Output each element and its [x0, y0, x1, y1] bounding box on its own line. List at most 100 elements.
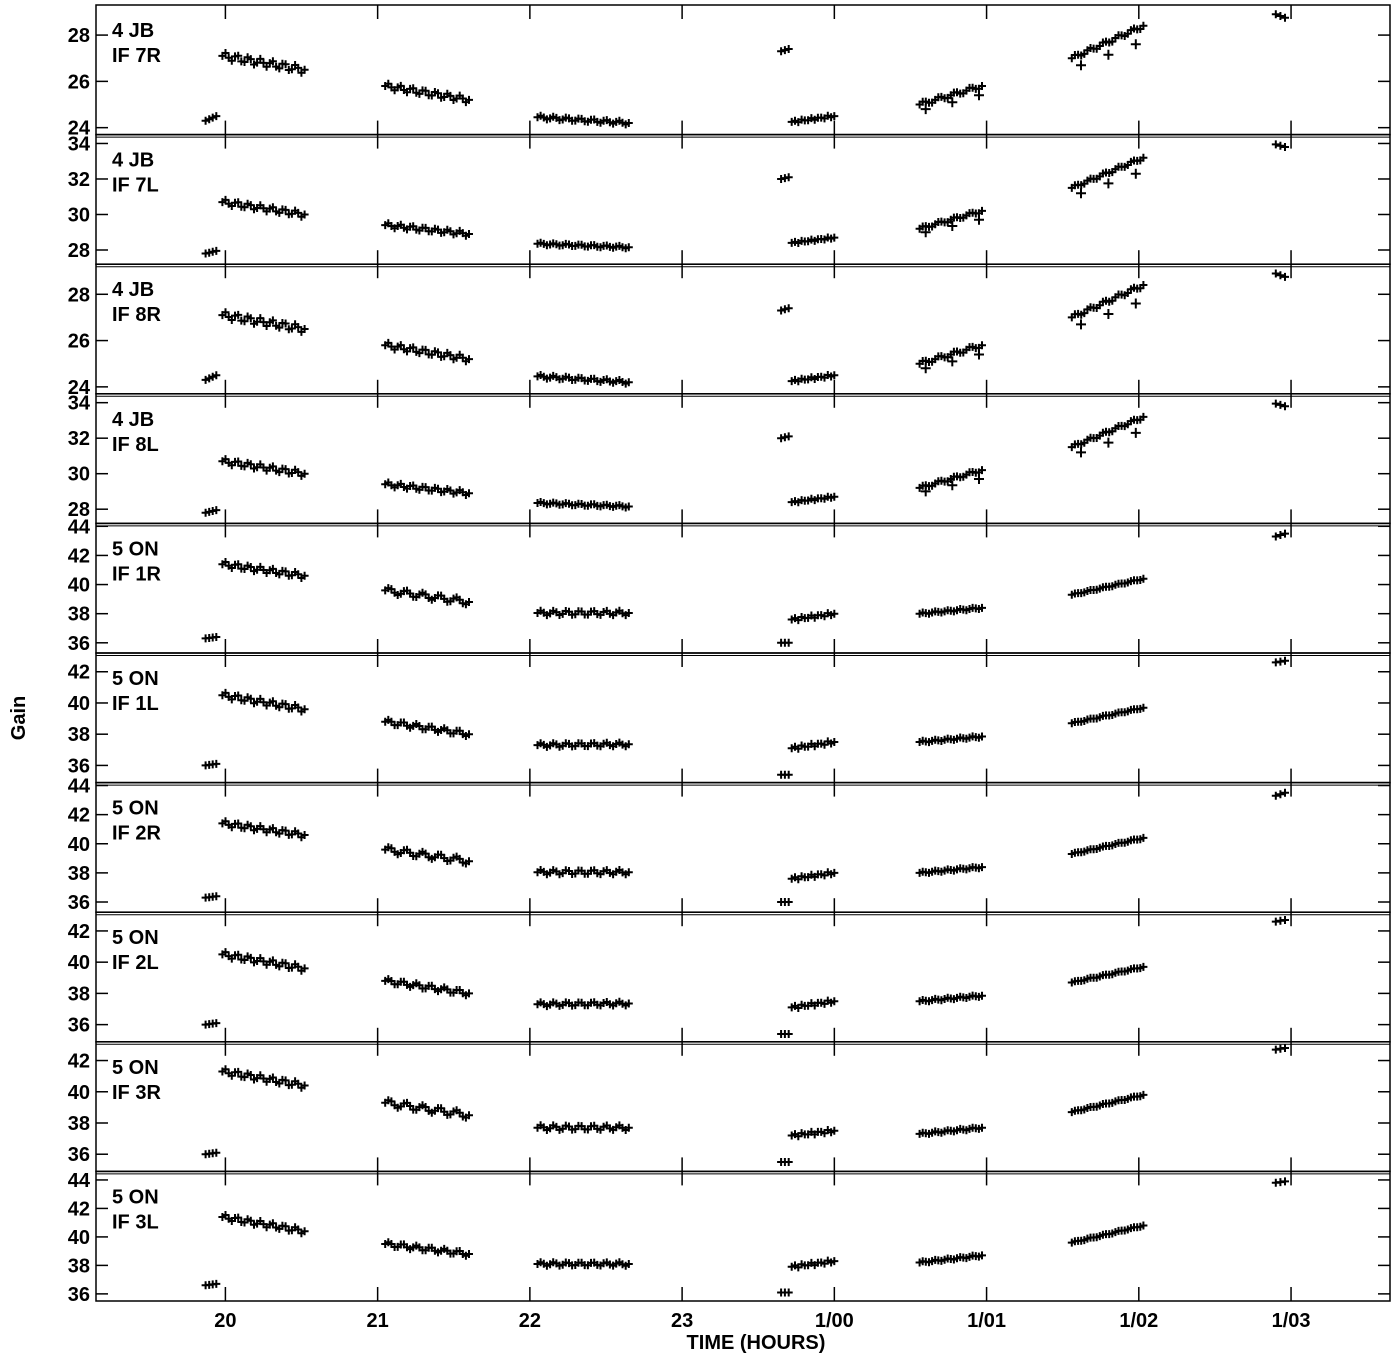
data-point: [1103, 309, 1114, 319]
data-point: [281, 1076, 290, 1085]
x-tick-label: 23: [671, 1310, 693, 1332]
data-point: [246, 563, 255, 571]
data-segment: [915, 991, 986, 1006]
data-segment: [915, 466, 986, 492]
y-tick-label: 44: [68, 1170, 91, 1192]
data-point: [268, 462, 277, 471]
data-point: [212, 892, 221, 901]
data-point: [1271, 10, 1280, 19]
data-segment: [533, 1258, 633, 1270]
y-tick-label: 36: [68, 1144, 90, 1166]
data-point: [240, 317, 249, 326]
data-segment: [1067, 703, 1148, 728]
data-segment: [777, 770, 793, 779]
data-point: [830, 492, 839, 501]
data-point: [1281, 656, 1289, 665]
y-tick-label: 38: [68, 604, 90, 626]
data-point: [1139, 962, 1148, 971]
data-point: [446, 91, 455, 100]
data-point: [446, 351, 455, 360]
data-point: [465, 730, 473, 739]
data-point: [1281, 13, 1289, 22]
data-point: [1281, 1177, 1289, 1186]
panel-frame: [95, 393, 1391, 525]
data-point: [246, 460, 255, 469]
data-point: [784, 1158, 793, 1166]
y-tick-label: 26: [68, 331, 90, 353]
y-tick-label: 30: [68, 464, 90, 486]
data-segment: [777, 1030, 793, 1038]
data-segment: [201, 371, 221, 384]
data-point: [281, 700, 290, 709]
data-segment: [1271, 140, 1289, 151]
data-segment: [218, 1065, 309, 1092]
y-tick-label: 38: [68, 1255, 90, 1277]
panel-10: 36 38 40 42 44 5 ON IF 3L 20 21 22 23 1/00 1/01 1/02 1…: [68, 1170, 1391, 1332]
x-axis-title: TIME (HOURS): [687, 1332, 826, 1354]
data-point: [1076, 60, 1086, 71]
data-point: [300, 1081, 309, 1090]
data-point: [465, 230, 473, 238]
data-segment: [1076, 168, 1141, 199]
data-segment: [201, 112, 221, 125]
panel-frame: [95, 781, 1391, 913]
data-segment: [777, 45, 793, 56]
data-point: [465, 1250, 473, 1258]
data-segment: [915, 206, 986, 233]
data-segment: [218, 817, 309, 842]
data-point: [1103, 437, 1114, 448]
y-tick-label: 42: [68, 805, 90, 827]
data-segment: [915, 863, 986, 877]
data-segment: [201, 1148, 221, 1159]
data-segment: [218, 455, 309, 480]
data-segment: [777, 173, 793, 183]
panel-label-station: 5 ON: [112, 798, 159, 820]
panel-3: 24 26 28 4 JB IF 8R: [68, 263, 1391, 399]
data-point: [1281, 788, 1289, 797]
data-point: [1076, 319, 1086, 330]
data-segment: [1271, 788, 1289, 800]
data-point: [421, 86, 430, 95]
data-point: [275, 323, 284, 332]
data-point: [281, 60, 290, 69]
data-segment: [201, 1019, 221, 1029]
panel-label-station: 5 ON: [112, 1057, 159, 1079]
panels-layer: 24 26 28 4 JB IF 7R 28 30 32 34 4 JB IF 7L 24 26 28 4 …: [68, 4, 1391, 1332]
panel-9: 36 38 40 42 5 ON IF 3R: [68, 1041, 1391, 1173]
data-point: [396, 341, 405, 350]
data-segment: [201, 246, 221, 258]
data-segment: [777, 304, 793, 315]
data-segment: [218, 308, 309, 336]
y-tick-label: 40: [68, 1227, 90, 1249]
data-point: [246, 55, 255, 64]
data-segment: [1076, 298, 1141, 330]
panel-frame: [95, 652, 1391, 784]
data-point: [780, 46, 789, 55]
data-point: [234, 310, 243, 319]
data-point: [1276, 790, 1285, 799]
y-tick-label: 30: [68, 204, 90, 226]
data-point: [234, 198, 243, 207]
x-tick-label: 20: [214, 1310, 236, 1332]
data-point: [212, 1148, 221, 1157]
data-segment: [201, 633, 221, 643]
data-point: [624, 1260, 633, 1268]
data-point: [268, 1073, 277, 1082]
y-tick-label: 44: [68, 516, 91, 538]
y-tick-label: 32: [68, 169, 90, 191]
data-point: [1139, 833, 1148, 842]
data-point: [1103, 178, 1114, 189]
data-point: [212, 112, 221, 121]
data-segment: [201, 759, 221, 770]
data-point: [300, 469, 309, 478]
y-tick-label: 34: [68, 393, 91, 415]
y-tick-label: 36: [68, 633, 90, 655]
data-point: [1130, 427, 1141, 438]
x-tick-label: 21: [367, 1310, 389, 1332]
data-point: [1281, 402, 1289, 411]
data-point: [221, 308, 230, 317]
data-point: [1103, 49, 1114, 60]
data-segment: [787, 1256, 839, 1272]
panel-label-station: 5 ON: [112, 538, 159, 560]
